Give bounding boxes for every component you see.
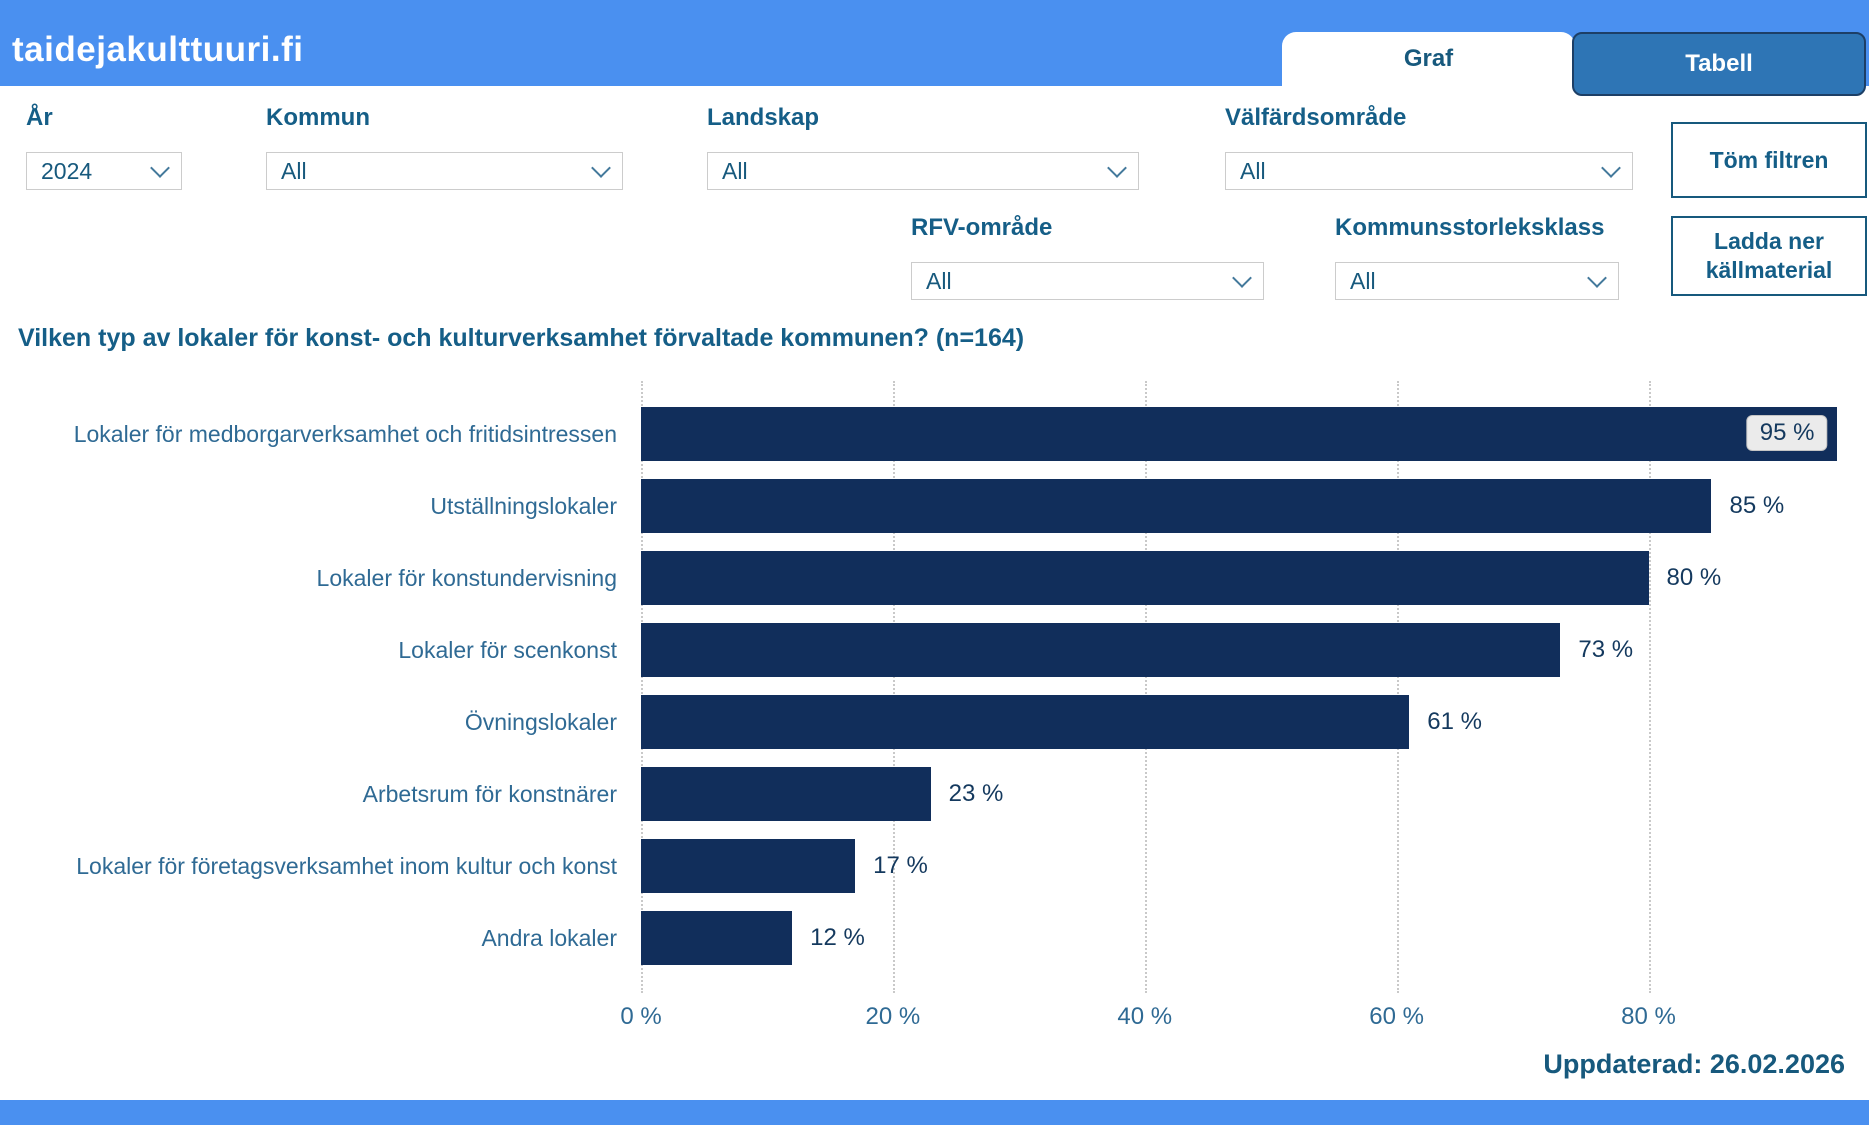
x-axis-tick-label: 20 % bbox=[865, 1003, 921, 1030]
value-label: 12 % bbox=[810, 924, 865, 951]
filter-kommunsstorleksklass-label: Kommunsstorleksklass bbox=[1335, 214, 1605, 241]
filter-year-label: År bbox=[26, 104, 53, 131]
category-label: Andra lokaler bbox=[481, 925, 617, 951]
bar[interactable] bbox=[641, 839, 856, 893]
value-label: 85 % bbox=[1729, 492, 1785, 519]
bar[interactable] bbox=[641, 623, 1561, 677]
clear-filters-label: Töm filtren bbox=[1709, 146, 1829, 173]
download-source-label: Ladda ner källmaterial bbox=[1705, 228, 1833, 283]
category-label: Lokaler för företagsverksamhet inom kult… bbox=[76, 853, 617, 879]
value-label: 73 % bbox=[1578, 636, 1634, 663]
filter-kommunsstorleksklass: Kommunsstorleksklass All bbox=[1335, 214, 1619, 300]
x-axis-tick-label: 40 % bbox=[1117, 1003, 1173, 1030]
chevron-down-icon bbox=[591, 157, 611, 178]
kommunsstorleksklass-dropdown[interactable]: All bbox=[1335, 262, 1619, 300]
filter-year: År 2024 bbox=[26, 104, 182, 190]
bar[interactable] bbox=[641, 695, 1410, 749]
x-axis-tick-label: 0 % bbox=[620, 1003, 662, 1030]
gridline bbox=[1648, 381, 1651, 993]
tab-graf-label: Graf bbox=[1403, 45, 1454, 72]
filter-valfardsomrade: Välfärdsområde All bbox=[1225, 104, 1633, 190]
chart-title: Vilken typ av lokaler för konst- och kul… bbox=[18, 324, 1025, 352]
gridline bbox=[1144, 381, 1147, 993]
bar[interactable] bbox=[641, 767, 931, 821]
year-dropdown[interactable]: 2024 bbox=[26, 152, 182, 190]
bar[interactable] bbox=[641, 407, 1838, 461]
filter-kommun: Kommun All bbox=[266, 104, 623, 190]
filter-valfardsomrade-label: Välfärdsområde bbox=[1225, 104, 1407, 131]
chevron-down-icon bbox=[150, 157, 170, 178]
category-label: Arbetsrum för konstnärer bbox=[362, 781, 617, 807]
kommunsstorleksklass-dropdown-value: All bbox=[1350, 267, 1376, 294]
bar[interactable] bbox=[641, 911, 793, 965]
tab-tabell[interactable]: Tabell bbox=[1572, 32, 1866, 96]
value-label: 61 % bbox=[1427, 708, 1482, 735]
landskap-dropdown[interactable]: All bbox=[707, 152, 1139, 190]
gridline bbox=[641, 381, 643, 993]
x-axis-tick-label: 80 % bbox=[1621, 1003, 1676, 1030]
category-label: Lokaler för konstundervisning bbox=[316, 565, 617, 591]
clear-filters-button[interactable]: Töm filtren bbox=[1671, 122, 1867, 198]
filter-landskap: Landskap All bbox=[707, 104, 1139, 190]
bar-chart: 0 % 20 % 40 % 60 % 80 % Lokaler för medborgar… bbox=[0, 381, 1869, 1061]
filter-kommun-label: Kommun bbox=[266, 104, 370, 131]
category-label: Övningslokaler bbox=[464, 709, 617, 735]
tab-graf[interactable]: Graf bbox=[1282, 32, 1575, 86]
chevron-down-icon bbox=[1107, 157, 1127, 178]
valfardsomrade-dropdown[interactable]: All bbox=[1225, 152, 1633, 190]
value-label: 17 % bbox=[873, 852, 928, 879]
gridline bbox=[892, 381, 895, 993]
filter-rfv-omrade: RFV-område All bbox=[911, 214, 1264, 300]
filter-landskap-label: Landskap bbox=[707, 104, 820, 131]
chevron-down-icon bbox=[1587, 267, 1607, 288]
kommun-dropdown-value: All bbox=[281, 157, 307, 184]
bar[interactable] bbox=[641, 551, 1649, 605]
tab-tabell-label: Tabell bbox=[1685, 50, 1753, 77]
value-label: 80 % bbox=[1666, 564, 1722, 591]
category-label: Lokaler för scenkonst bbox=[398, 637, 617, 663]
site-logo: taidejakulttuuri.fi bbox=[12, 30, 304, 69]
chevron-down-icon bbox=[1232, 267, 1252, 288]
gridline bbox=[1396, 381, 1399, 993]
landskap-dropdown-value: All bbox=[722, 157, 748, 184]
bar[interactable] bbox=[641, 479, 1712, 533]
x-axis-tick-label: 60 % bbox=[1369, 1003, 1424, 1030]
updated-label: Uppdaterad: 26.02.2026 bbox=[1543, 1049, 1845, 1079]
chevron-down-icon bbox=[1601, 157, 1621, 178]
rfv-omrade-dropdown[interactable]: All bbox=[911, 262, 1264, 300]
filter-rfv-omrade-label: RFV-område bbox=[911, 214, 1053, 241]
footer-bar bbox=[0, 1100, 1869, 1125]
year-dropdown-value: 2024 bbox=[41, 157, 93, 184]
kommun-dropdown[interactable]: All bbox=[266, 152, 623, 190]
value-label: 23 % bbox=[948, 780, 1004, 807]
valfardsomrade-dropdown-value: All bbox=[1240, 157, 1266, 184]
value-badge: 95 % bbox=[1746, 415, 1828, 451]
download-source-button[interactable]: Ladda ner källmaterial bbox=[1671, 216, 1867, 296]
category-label: Lokaler för medborgarverksamhet och frit… bbox=[73, 421, 617, 447]
category-label: Utställningslokaler bbox=[430, 493, 617, 519]
rfv-omrade-dropdown-value: All bbox=[926, 267, 952, 294]
